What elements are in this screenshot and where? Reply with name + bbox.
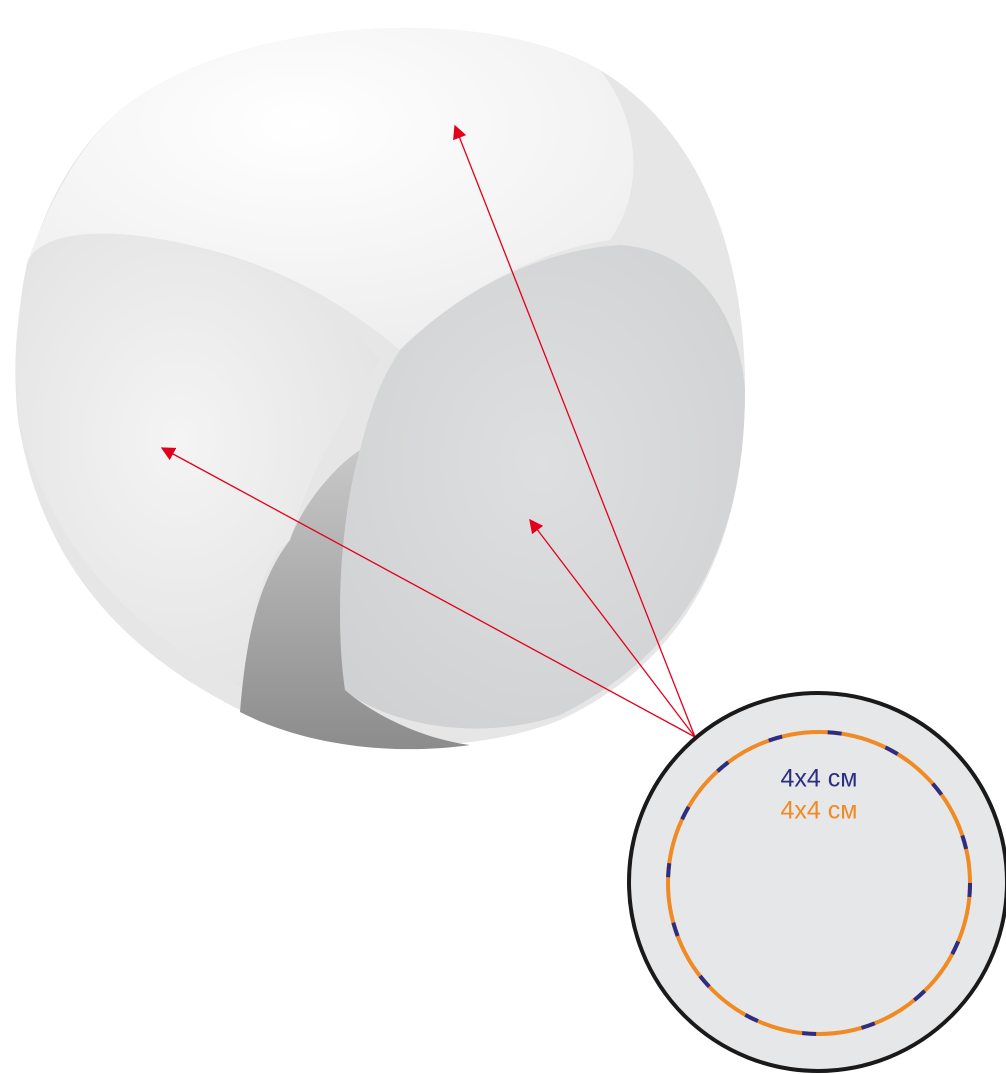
size-label-orange: 4x4 см: [781, 797, 858, 825]
outer-circle: [627, 691, 1006, 1073]
arrow: [453, 124, 696, 738]
arrow: [529, 518, 696, 738]
pointer-arrows: [160, 124, 696, 738]
die: [15, 27, 746, 750]
blue-dashes: [666, 730, 972, 1036]
size-label-blue: 4x4 см: [781, 765, 858, 793]
arrow: [160, 447, 696, 738]
print-area: 4x4 см 4x4 см: [627, 691, 1006, 1073]
